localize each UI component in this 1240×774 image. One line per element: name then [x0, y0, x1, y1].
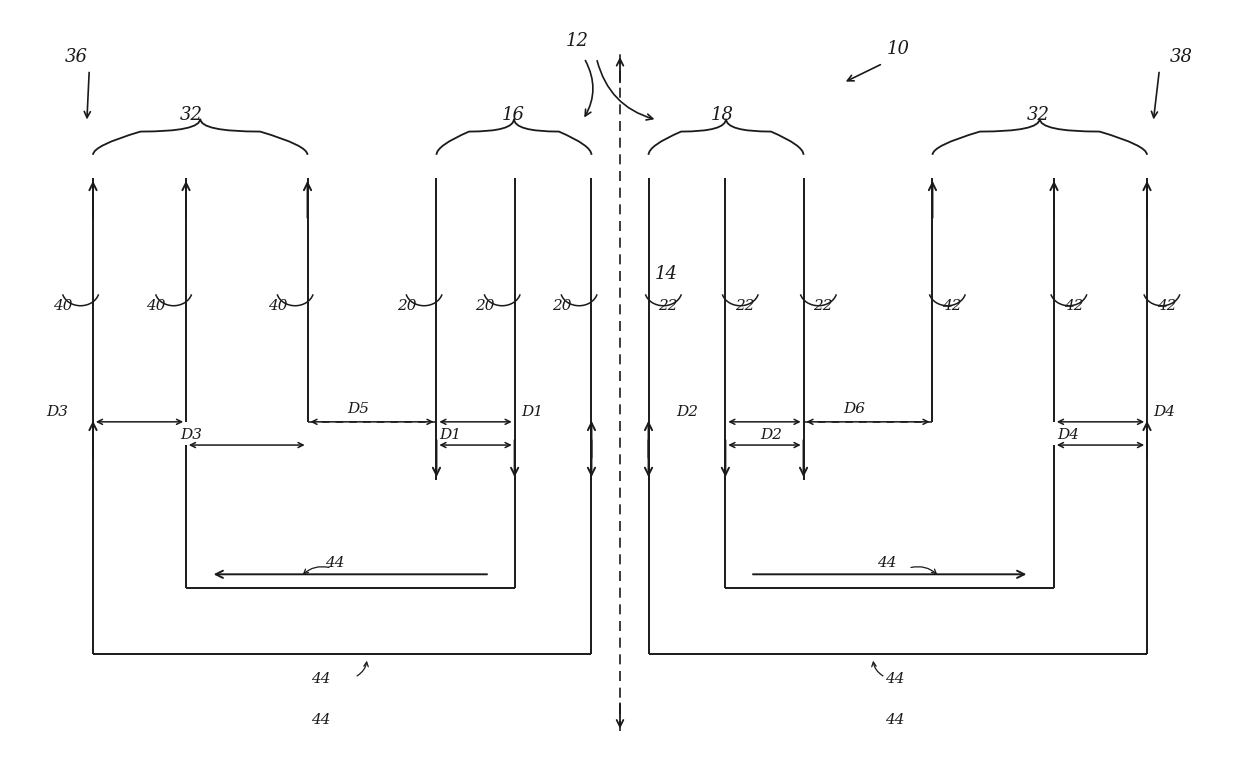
Text: 42: 42 — [942, 299, 962, 313]
Text: D3: D3 — [180, 428, 202, 442]
Text: 20: 20 — [397, 299, 417, 313]
Text: 12: 12 — [565, 33, 589, 50]
Text: 40: 40 — [146, 299, 166, 313]
Text: D2: D2 — [760, 428, 782, 442]
Text: 44: 44 — [311, 713, 331, 727]
Text: 14: 14 — [655, 265, 678, 283]
Text: 22: 22 — [735, 299, 755, 313]
Text: 44: 44 — [325, 556, 345, 570]
Text: 42: 42 — [1157, 299, 1177, 313]
Text: 10: 10 — [887, 40, 910, 58]
Text: 44: 44 — [885, 713, 905, 727]
Text: 44: 44 — [885, 673, 905, 687]
Text: 16: 16 — [502, 106, 526, 124]
Text: 40: 40 — [53, 299, 73, 313]
Text: 40: 40 — [268, 299, 288, 313]
Text: D4: D4 — [1058, 428, 1080, 442]
Text: 42: 42 — [1064, 299, 1084, 313]
Text: D2: D2 — [676, 405, 698, 419]
Text: 22: 22 — [813, 299, 833, 313]
Text: 44: 44 — [878, 556, 897, 570]
Text: 36: 36 — [64, 48, 88, 66]
Text: D1: D1 — [521, 405, 543, 419]
Text: D3: D3 — [46, 405, 68, 419]
Text: D1: D1 — [439, 428, 461, 442]
Text: 32: 32 — [180, 106, 203, 124]
Text: 18: 18 — [711, 106, 734, 124]
Text: 44: 44 — [311, 673, 331, 687]
Text: D6: D6 — [843, 402, 866, 416]
Text: 20: 20 — [475, 299, 495, 313]
Text: 38: 38 — [1169, 48, 1193, 66]
Text: 32: 32 — [1027, 106, 1050, 124]
Text: 22: 22 — [658, 299, 678, 313]
Text: D4: D4 — [1153, 405, 1176, 419]
Text: 20: 20 — [552, 299, 572, 313]
Text: D5: D5 — [347, 402, 370, 416]
